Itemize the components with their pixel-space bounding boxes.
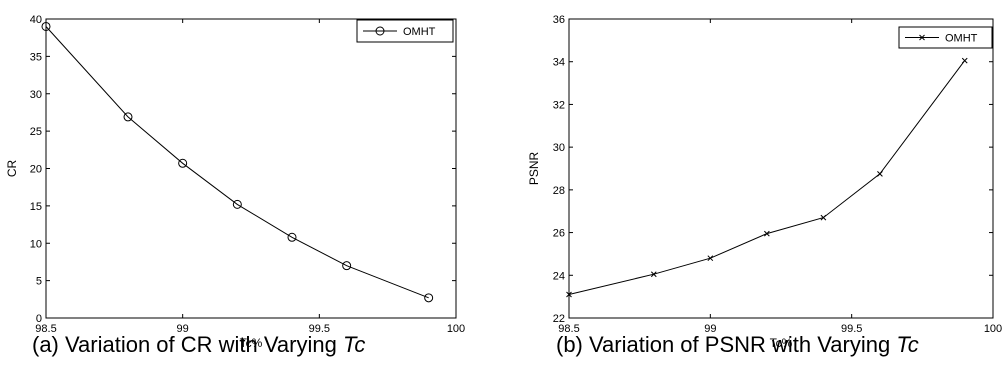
y-tick-label: 10 (30, 238, 42, 250)
x-tick-label: 99 (177, 323, 189, 335)
legend-marker (919, 34, 925, 41)
y-tick-label: 36 (553, 14, 565, 26)
data-point (41, 21, 51, 31)
x-tick-label: 99.5 (841, 323, 862, 335)
chart-cr: 98.5 99 99.5 100 0 5 10 15 20 25 30 35 40 Tc% CR OMHT (5, 14, 465, 350)
x-tick-label: 100 (447, 323, 465, 335)
x-tick-label: 99.5 (309, 323, 330, 335)
data-point (342, 261, 352, 271)
marker-stroke (877, 170, 883, 177)
y-tick-label: 25 (30, 126, 42, 138)
legend-label: OMHT (945, 33, 978, 45)
y-tick-label: 35 (30, 51, 42, 63)
x-tick-label: 100 (984, 323, 1002, 335)
data-point (287, 232, 297, 242)
series-line (45, 26, 429, 299)
marker-stroke (820, 214, 827, 221)
y-axis-label: PSNR (527, 151, 541, 185)
data-point (707, 255, 714, 262)
marker-stroke (961, 57, 968, 64)
x-tick-label: 98.5 (558, 323, 579, 335)
plot-frame (45, 18, 457, 319)
y-tick-label: 34 (553, 57, 565, 69)
y-tick-label: 24 (553, 270, 565, 282)
y-tick-label: 40 (30, 14, 42, 26)
y-tick-label: 5 (36, 276, 42, 288)
x-tick-label: 99 (704, 323, 716, 335)
legend-box (356, 19, 454, 43)
chart-psnr: 98.5 99 99.5 100 22 24 26 28 30 32 34 36 Tc% PSNR OMHT (527, 14, 1002, 350)
x-axis-label: Tc% (770, 336, 793, 350)
marker-stroke (707, 255, 714, 262)
data-point (123, 112, 133, 122)
legend-marker (375, 26, 385, 36)
legend: OMHT (356, 19, 454, 43)
caption-a: (a) Variation of CR with Varying Tc (32, 332, 366, 357)
data-point (877, 170, 883, 177)
marker-stroke (566, 291, 572, 298)
legend: OMHT (898, 26, 993, 49)
y-tick-label: 32 (553, 99, 565, 111)
y-tick-label: 26 (553, 228, 565, 240)
x-tick-label: 98.5 (35, 323, 56, 335)
data-point (232, 199, 242, 209)
data-point (566, 291, 572, 298)
legend-box (898, 26, 993, 49)
data-point (178, 158, 188, 168)
y-tick-label: 0 (36, 313, 42, 325)
marker-stroke (650, 271, 657, 278)
legend-label: OMHT (403, 26, 436, 38)
data-point (764, 230, 770, 237)
data-point (820, 214, 827, 221)
plot-frame (568, 18, 994, 319)
caption-b: (b) Variation of PSNR with Varying Tc (556, 332, 919, 357)
y-tick-label: 22 (553, 313, 565, 325)
y-tick-label: 20 (30, 164, 42, 176)
y-tick-label: 15 (30, 201, 42, 213)
data-point (650, 271, 657, 278)
data-point (961, 57, 968, 64)
data-point (424, 293, 434, 303)
y-tick-label: 28 (553, 185, 565, 197)
y-tick-label: 30 (30, 89, 42, 101)
x-axis-label: Tc% (240, 336, 263, 350)
y-axis-label: CR (5, 160, 19, 178)
marker-stroke (764, 230, 770, 237)
y-tick-label: 30 (553, 142, 565, 154)
